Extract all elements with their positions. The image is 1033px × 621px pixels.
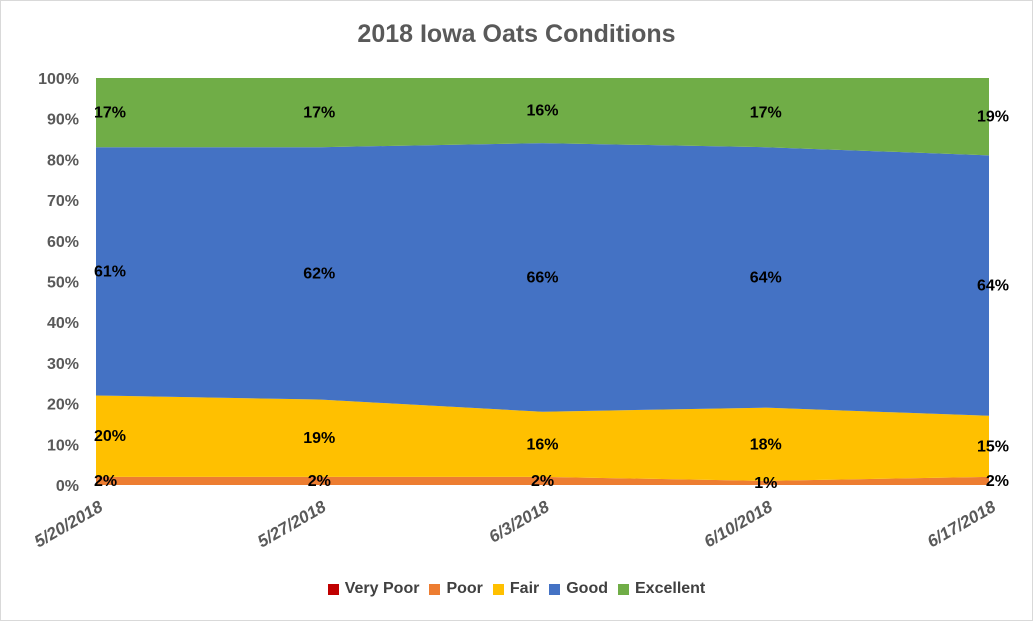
data-label-good: 61% xyxy=(94,263,126,280)
y-tick-label: 30% xyxy=(47,356,79,373)
legend-label: Poor xyxy=(446,580,483,597)
area-fair xyxy=(96,395,989,481)
data-label-excellent: 17% xyxy=(303,105,335,122)
data-label-poor: 2% xyxy=(94,473,117,490)
data-label-good: 64% xyxy=(977,278,1009,295)
y-axis-labels: 0% 10% 20% 30% 40% 50% 60% 70% 80% 90% 100% xyxy=(38,71,79,495)
data-label-excellent: 17% xyxy=(750,105,782,122)
data-labels: 2% 2% 2% 1% 2% 20% 19% 16% 18% 15% 61% 62% 66% 64% 64%… xyxy=(94,103,1009,492)
legend: Very Poor Poor Fair Good Excellent xyxy=(0,578,1033,600)
x-tick-label: 6/3/2018 xyxy=(486,497,553,547)
y-tick-label: 50% xyxy=(47,275,79,292)
legend-label: Very Poor xyxy=(344,580,420,597)
y-tick-label: 60% xyxy=(47,234,79,251)
area-excellent xyxy=(96,78,989,156)
data-label-poor: 2% xyxy=(308,473,331,490)
legend-item-excellent: Excellent xyxy=(618,580,705,598)
y-tick-label: 70% xyxy=(47,193,79,210)
y-tick-label: 20% xyxy=(47,397,79,414)
legend-swatch xyxy=(492,583,504,595)
y-tick-label: 40% xyxy=(47,315,79,332)
legend-label: Fair xyxy=(509,580,540,597)
data-label-poor: 1% xyxy=(754,475,777,492)
data-label-fair: 15% xyxy=(977,438,1009,455)
legend-swatch xyxy=(549,583,561,595)
data-label-poor: 2% xyxy=(531,473,554,490)
y-tick-label: 90% xyxy=(47,112,79,129)
data-label-excellent: 19% xyxy=(977,109,1009,126)
chart-title: 2018 Iowa Oats Conditions xyxy=(357,20,676,48)
data-label-fair: 16% xyxy=(526,436,558,453)
legend-item-poor: Poor xyxy=(429,580,483,598)
legend-label: Good xyxy=(566,580,608,597)
data-label-fair: 19% xyxy=(303,430,335,447)
x-tick-label: 5/20/2018 xyxy=(31,497,106,552)
y-tick-label: 0% xyxy=(56,478,79,495)
area-good xyxy=(96,143,989,416)
data-label-excellent: 17% xyxy=(94,105,126,122)
legend-swatch xyxy=(429,583,441,595)
legend-item-very-poor: Very Poor xyxy=(327,580,420,598)
y-tick-label: 100% xyxy=(38,71,79,88)
data-label-good: 66% xyxy=(526,269,558,286)
legend-item-good: Good xyxy=(549,580,608,598)
data-label-fair: 18% xyxy=(750,436,782,453)
legend-item-fair: Fair xyxy=(492,580,540,598)
data-label-good: 64% xyxy=(750,269,782,286)
x-tick-label: 6/10/2018 xyxy=(701,497,776,552)
area-poor xyxy=(96,476,989,485)
y-tick-label: 10% xyxy=(47,437,79,454)
data-label-good: 62% xyxy=(303,265,335,282)
legend-swatch xyxy=(327,583,339,595)
legend-label: Excellent xyxy=(635,580,706,597)
x-tick-label: 6/17/2018 xyxy=(924,497,999,552)
y-tick-label: 80% xyxy=(47,152,79,169)
x-axis-labels: 5/20/2018 5/27/2018 6/3/2018 6/10/2018 6/17/… xyxy=(31,497,999,552)
legend-swatch xyxy=(618,583,629,595)
x-tick-label: 5/27/2018 xyxy=(254,497,329,552)
data-label-excellent: 16% xyxy=(526,103,558,120)
area-layers xyxy=(96,78,989,485)
data-label-poor: 2% xyxy=(986,473,1009,490)
data-label-fair: 20% xyxy=(94,428,126,445)
